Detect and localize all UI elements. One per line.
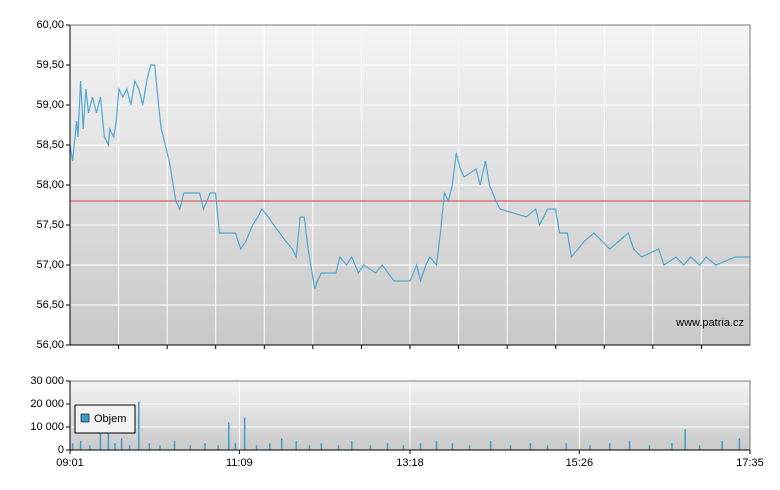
volume-bar: [204, 443, 206, 450]
volume-bar: [280, 438, 283, 450]
volume-bar: [565, 443, 567, 450]
volume-bar: [255, 445, 258, 450]
volume-bar: [99, 431, 102, 450]
y-tick-label: 56,50: [36, 299, 64, 311]
y-tick-label: 59,50: [36, 59, 64, 71]
y-tick-label: 56,00: [36, 339, 64, 351]
volume-bar: [79, 440, 82, 450]
volume-bar: [451, 443, 454, 450]
y-tick-label: 0: [58, 444, 64, 456]
legend-swatch: [80, 413, 90, 423]
volume-bar: [120, 438, 123, 450]
volume-bar: [148, 443, 151, 450]
legend-label: Objem: [94, 413, 126, 425]
y-tick-label: 58,00: [36, 179, 64, 191]
y-tick-label: 57,50: [36, 219, 64, 231]
volume-bar: [489, 440, 492, 450]
volume-bar: [243, 417, 246, 450]
y-tick-label: 30 000: [30, 375, 64, 387]
volume-bar: [386, 443, 389, 450]
volume-bar: [419, 443, 422, 450]
volume-bar: [671, 443, 673, 450]
volume-bar: [529, 443, 532, 450]
volume-bar: [402, 445, 405, 450]
volume-bar: [228, 422, 230, 450]
x-tick-label: 15:26: [566, 457, 594, 469]
volume-bar: [351, 440, 353, 450]
y-tick-label: 59,00: [36, 99, 64, 111]
volume-bar: [684, 429, 686, 450]
volume-bar: [609, 443, 611, 450]
volume-bar: [128, 445, 131, 450]
volume-bar: [369, 445, 372, 450]
volume-bar: [138, 401, 140, 450]
volume-bar: [71, 443, 74, 450]
volume-bar: [509, 445, 512, 450]
volume-bar: [320, 443, 323, 450]
volume-bar: [234, 443, 237, 450]
volume-bar: [173, 440, 176, 450]
y-tick-label: 10 000: [30, 421, 64, 433]
volume-bar: [89, 445, 91, 450]
x-tick-label: 17:35: [736, 457, 764, 469]
volume-bar: [698, 445, 701, 450]
volume-bar: [337, 445, 340, 450]
volume-bar: [217, 445, 219, 450]
volume-bar: [435, 440, 438, 450]
volume-bar: [468, 445, 471, 450]
x-tick-label: 11:09: [226, 457, 253, 469]
volume-bar: [295, 440, 297, 450]
volume-bar: [114, 443, 116, 450]
x-tick-label: 09:01: [56, 457, 84, 469]
volume-bar: [628, 440, 631, 450]
volume-bar: [721, 440, 723, 450]
volume-bar: [546, 445, 549, 450]
y-tick-label: 58,50: [36, 139, 64, 151]
price-line: [69, 64, 750, 290]
volume-bar: [648, 445, 651, 450]
x-tick-label: 13:18: [396, 457, 424, 469]
volume-bar: [159, 445, 161, 450]
y-tick-label: 60,00: [36, 19, 64, 31]
watermark: www.patria.cz: [675, 317, 744, 329]
volume-bar: [269, 443, 271, 450]
volume-bar: [308, 445, 311, 450]
volume-bar: [189, 445, 192, 450]
volume-bar: [738, 438, 741, 450]
y-tick-label: 20 000: [30, 398, 64, 410]
volume-bar: [589, 445, 591, 450]
y-tick-label: 57,00: [36, 259, 64, 271]
